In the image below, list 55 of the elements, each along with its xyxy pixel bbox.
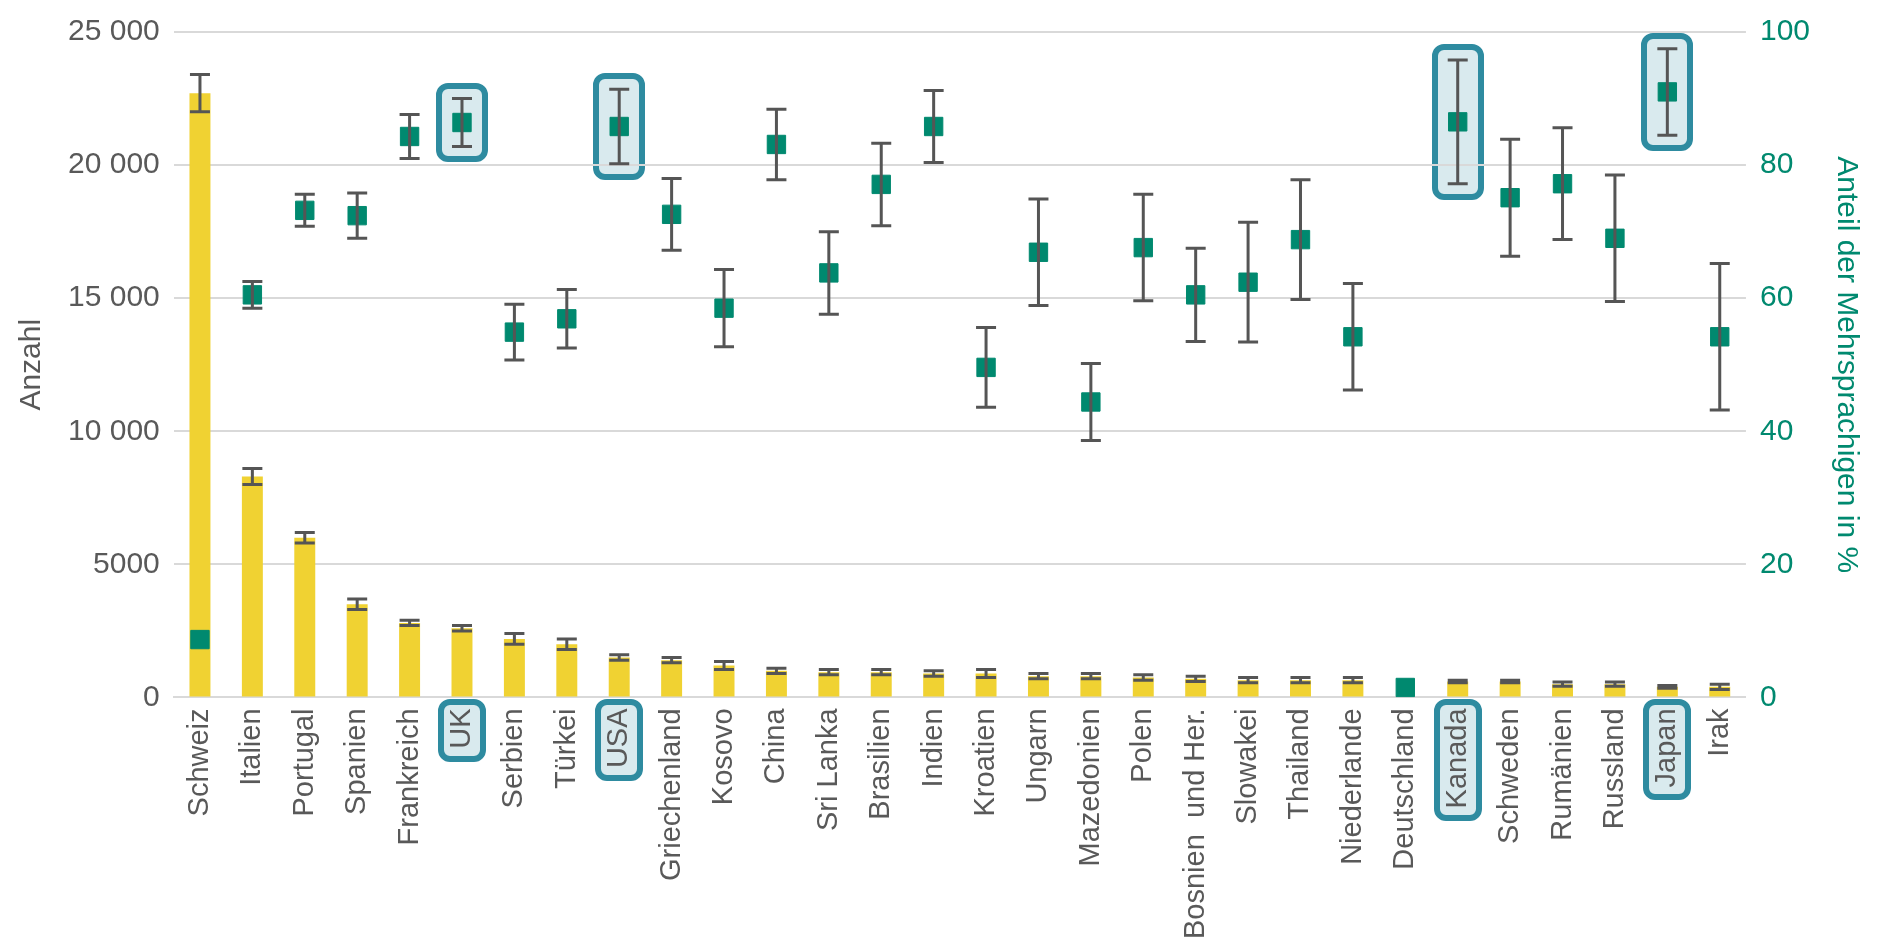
x-tick-label: Bosnien und Her. (1177, 708, 1210, 940)
point (190, 629, 210, 650)
x-tick-label: Frankreich (391, 708, 424, 846)
x-tick-label: Indien (915, 708, 948, 788)
bar (294, 537, 316, 697)
x-tick-label: Portugal (286, 708, 319, 817)
x-tick-label: USA (601, 707, 634, 769)
x-tick-label: Kanada (1439, 707, 1472, 809)
y-tick-label: 25 000 (67, 13, 160, 47)
y2-tick-label: 20 (1759, 545, 1794, 579)
bar (556, 644, 578, 697)
y2-tick-label: 60 (1759, 279, 1794, 313)
y-tick-label: 0 (143, 678, 160, 712)
x-tick-label: Brasilien (863, 708, 896, 820)
x-tick-label: Serbien (496, 708, 529, 809)
y2-tick-label: 100 (1759, 13, 1811, 47)
x-tick-label: Kosovo (706, 708, 739, 806)
x-tick-label: Griechenland (653, 708, 686, 881)
y2-tick-label: 40 (1759, 412, 1794, 446)
x-tick-label: Russland (1596, 708, 1629, 830)
bar (608, 657, 630, 697)
x-tick-label: UK (443, 707, 476, 749)
x-tick-label: Türkei (548, 708, 581, 790)
bar (189, 93, 211, 697)
x-tick-label: Ungarn (1020, 708, 1053, 804)
x-tick-label: Polen (1125, 708, 1158, 783)
x-tick-label: Kroatien (968, 708, 1001, 817)
bar (399, 622, 421, 697)
bar (661, 660, 683, 697)
x-tick-label: Mazedonien (1072, 708, 1105, 867)
x-tick-label: Rumänien (1544, 708, 1577, 841)
y2-tick-label: 80 (1759, 146, 1794, 180)
x-tick-label: Italien (234, 708, 267, 786)
x-tick-label: Japan (1649, 708, 1682, 788)
x-tick-label: Sri Lanka (810, 707, 843, 831)
x-tick-label: Thailand (1282, 708, 1315, 820)
bar (241, 476, 263, 697)
x-tick-label: Deutschland (1387, 708, 1420, 870)
y2-tick-label: 0 (1759, 678, 1777, 712)
bar (346, 604, 368, 697)
x-tick-label: Spanien (339, 708, 372, 815)
x-tick-label: China (758, 707, 791, 785)
point (1395, 677, 1415, 698)
y-tick-label: 20 000 (67, 146, 160, 180)
bar (503, 638, 525, 697)
x-tick-label: Niederlande (1334, 708, 1367, 865)
y2-axis-title: Anteil der Mehrsprachigen in % (1831, 156, 1865, 574)
x-tick-label: Slowakei (1230, 708, 1263, 825)
y-axis-title: Anzahl (13, 318, 47, 411)
y-tick-label: 15 000 (67, 279, 160, 313)
y-tick-label: 10 000 (67, 412, 160, 446)
y-tick-label: 5000 (93, 545, 160, 579)
x-tick-label: Irak (1701, 707, 1734, 757)
x-tick-label: Schweiz (181, 708, 214, 817)
x-tick-label: Schweden (1492, 708, 1525, 844)
